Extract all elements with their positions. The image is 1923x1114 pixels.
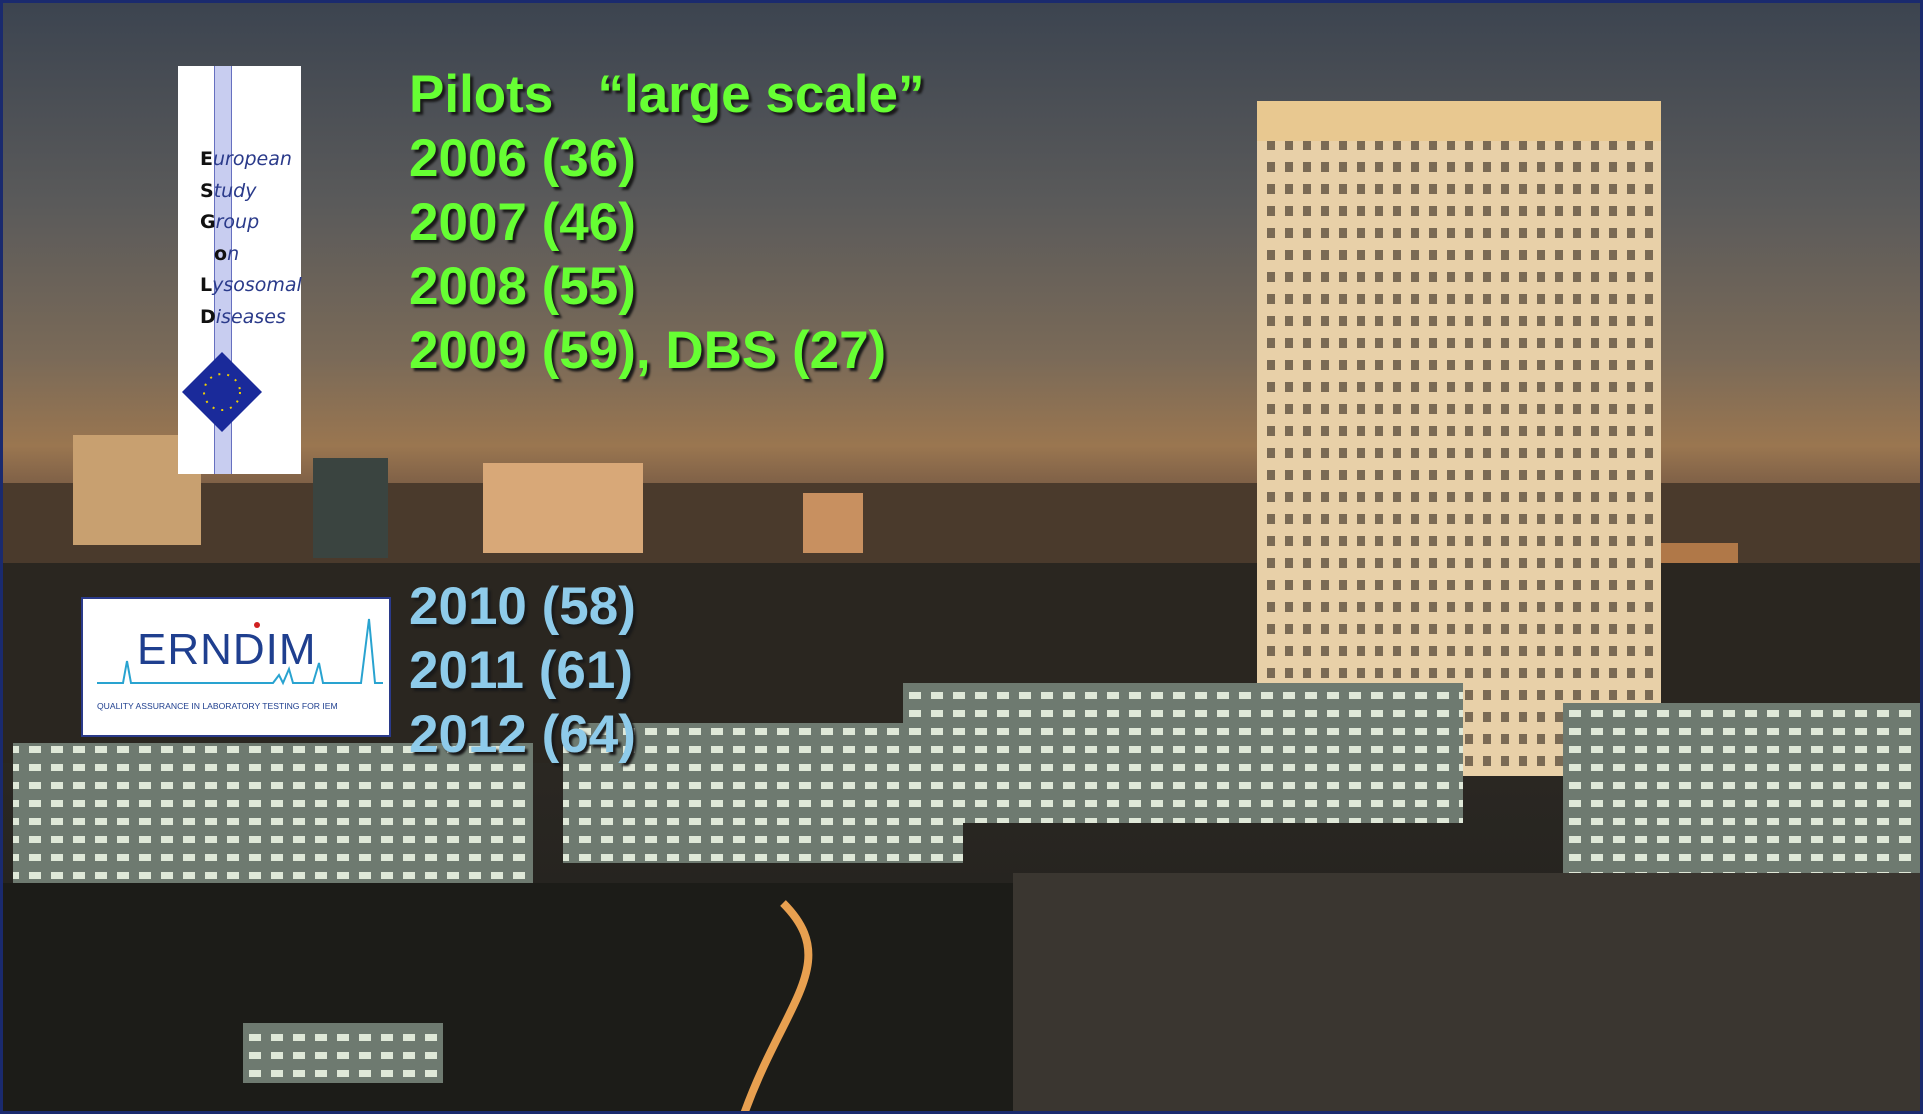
- slide: European Study Group on Lysosomal Diseas…: [0, 0, 1923, 1114]
- year-line: 2009 (59), DBS (27): [409, 319, 886, 383]
- erndim-logo: ERNDIM QUALITY ASSURANCE IN LABORATORY T…: [81, 597, 391, 737]
- eu-emblem: [180, 350, 264, 434]
- year-line: 2008 (55): [409, 255, 636, 319]
- year-line: 2006 (36): [409, 127, 636, 191]
- logo-words: European Study Group on Lysosomal Diseas…: [200, 144, 302, 333]
- heading: Pilots “large scale”: [409, 63, 925, 127]
- logo-word: Study: [200, 176, 302, 208]
- year-line: 2007 (46): [409, 191, 636, 255]
- logo-word: on: [200, 239, 302, 271]
- logo-word: European: [200, 144, 302, 176]
- esgld-logo: European Study Group on Lysosomal Diseas…: [178, 66, 301, 474]
- year-line: 2011 (61): [409, 639, 633, 703]
- logo-word: Lysosomal: [200, 270, 302, 302]
- year-line: 2012 (64): [409, 703, 636, 767]
- year-line: 2010 (58): [409, 575, 636, 639]
- logo-word: Group: [200, 207, 302, 239]
- logo-tagline: QUALITY ASSURANCE IN LABORATORY TESTING …: [97, 701, 338, 711]
- logo-word: Diseases: [200, 302, 302, 334]
- logo-name: ERNDIM: [137, 625, 317, 675]
